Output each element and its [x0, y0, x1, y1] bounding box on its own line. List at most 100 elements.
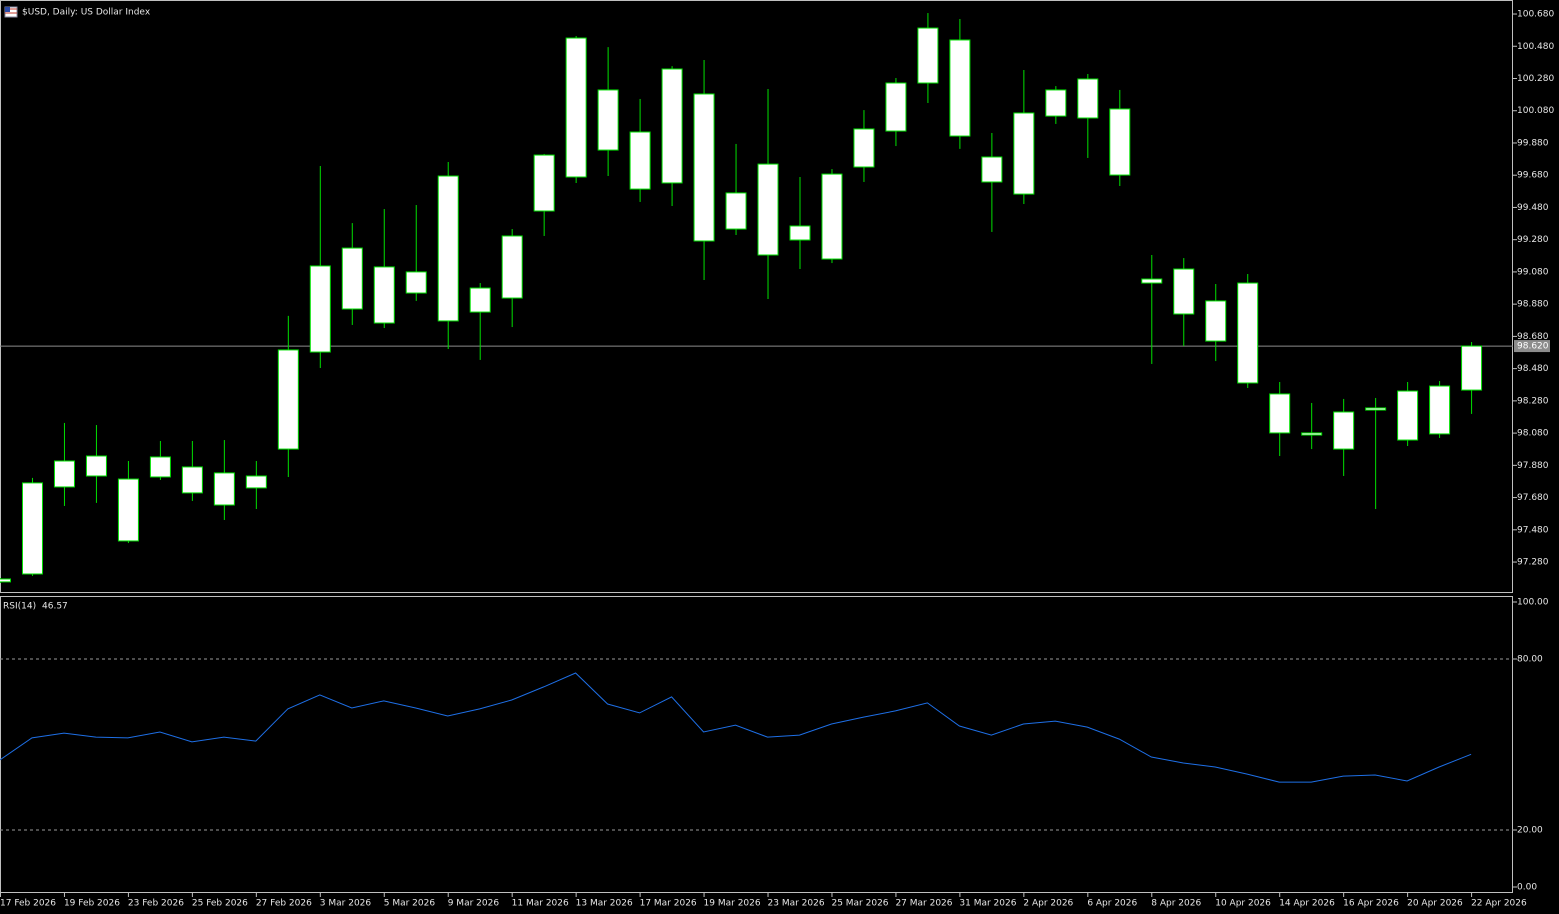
- y-tick-label: 99.680: [1517, 171, 1549, 181]
- candle-body: [1109, 108, 1131, 176]
- candle-body: [757, 163, 779, 256]
- candle-body: [597, 89, 619, 151]
- last-price-label: 98.620: [1517, 342, 1549, 352]
- candle-body: [277, 349, 299, 450]
- rsi-line: [0, 672, 1472, 783]
- x-tick-label: 23 Mar 2026: [768, 899, 825, 909]
- x-tick-label: 31 Mar 2026: [959, 899, 1016, 909]
- x-tick-label: 22 Apr 2026: [1471, 899, 1527, 909]
- price-panel-frame: [0, 0, 1513, 593]
- x-tick-label: 17 Mar 2026: [640, 899, 697, 909]
- candle-body: [1237, 282, 1259, 384]
- candle-body: [501, 235, 523, 299]
- candle-body: [53, 460, 75, 488]
- y-tick-label: 98.680: [1517, 332, 1549, 342]
- candle-body: [1461, 345, 1483, 391]
- y-tick-label: 0.00: [1517, 883, 1537, 893]
- y-tick-label: 97.680: [1517, 493, 1549, 503]
- candle-body: [1077, 78, 1099, 119]
- y-tick-label: 98.280: [1517, 396, 1549, 406]
- last-price-box: [1514, 340, 1550, 353]
- x-tick-label: 16 Apr 2026: [1343, 899, 1399, 909]
- y-tick-label: 99.080: [1517, 267, 1549, 277]
- y-tick-label: 100.480: [1517, 42, 1554, 52]
- candle-body: [373, 266, 395, 324]
- candle-body: [917, 27, 939, 84]
- candle-body: [885, 82, 907, 132]
- x-tick-label: 20 Apr 2026: [1407, 899, 1463, 909]
- candle-body: [533, 154, 555, 212]
- x-tick-label: 8 Apr 2026: [1151, 899, 1201, 909]
- candle-body: [1013, 112, 1035, 195]
- candle-body: [1429, 385, 1451, 435]
- candle-body: [0, 578, 11, 583]
- candle-body: [853, 128, 875, 168]
- y-tick-label: 98.880: [1517, 300, 1549, 310]
- symbol-flag: [4, 6, 18, 18]
- x-tick-label: 25 Mar 2026: [831, 899, 888, 909]
- chart-title: $USD, Daily: US Dollar Index: [22, 8, 151, 18]
- candle-body: [693, 93, 715, 242]
- candle-body: [213, 472, 235, 506]
- rsi-panel-frame: [0, 596, 1513, 893]
- candle-body: [1397, 390, 1419, 441]
- x-tick-label: 9 Mar 2026: [448, 899, 500, 909]
- x-tick-label: 27 Feb 2026: [256, 899, 312, 909]
- x-tick-label: 23 Feb 2026: [128, 899, 184, 909]
- y-tick-label: 98.080: [1517, 429, 1549, 439]
- candle-body: [725, 192, 747, 230]
- x-tick-label: 10 Apr 2026: [1215, 899, 1271, 909]
- y-tick-label: 100.080: [1517, 106, 1554, 116]
- candle-body: [1141, 278, 1163, 284]
- candle-body: [1205, 300, 1227, 342]
- y-tick-label: 97.280: [1517, 558, 1549, 568]
- candle-body: [1301, 432, 1323, 436]
- x-tick-label: 3 Mar 2026: [320, 899, 372, 909]
- rsi-current-value: 46.57: [42, 602, 68, 612]
- candle-body: [117, 478, 139, 542]
- x-tick-label: 19 Feb 2026: [64, 899, 120, 909]
- y-tick-label: 80.00: [1517, 655, 1543, 665]
- candle-body: [1045, 89, 1067, 117]
- y-tick-label: 97.480: [1517, 525, 1549, 535]
- y-tick-label: 98.480: [1517, 364, 1549, 374]
- candle-body: [821, 173, 843, 260]
- candle-body: [469, 287, 491, 313]
- candle-body: [949, 39, 971, 137]
- x-tick-label: 25 Feb 2026: [192, 899, 248, 909]
- x-tick-label: 11 Mar 2026: [512, 899, 569, 909]
- y-tick-label: 97.880: [1517, 461, 1549, 471]
- y-tick-label: 100.680: [1517, 10, 1554, 20]
- candle-body: [981, 156, 1003, 183]
- candle-body: [21, 482, 43, 575]
- y-tick-label: 99.480: [1517, 203, 1549, 213]
- candle-body: [1269, 393, 1291, 434]
- candle-body: [405, 271, 427, 294]
- candle-body: [1333, 411, 1355, 450]
- y-tick-label: 99.280: [1517, 235, 1549, 245]
- y-tick-label: 99.880: [1517, 138, 1549, 148]
- candle-body: [149, 456, 171, 478]
- candle-body: [1173, 268, 1195, 315]
- x-tick-label: 2 Apr 2026: [1023, 899, 1073, 909]
- x-tick-label: 27 Mar 2026: [895, 899, 952, 909]
- candle-body: [341, 247, 363, 310]
- rsi-title: RSI(14): [3, 602, 36, 612]
- x-tick-label: 14 Apr 2026: [1279, 899, 1335, 909]
- y-tick-label: 100.280: [1517, 74, 1554, 84]
- candle-body: [437, 175, 459, 322]
- y-tick-label: 20.00: [1517, 826, 1543, 836]
- candle-body: [1365, 407, 1387, 411]
- candle-body: [245, 475, 267, 489]
- x-tick-label: 6 Apr 2026: [1087, 899, 1137, 909]
- candle-body: [181, 466, 203, 494]
- x-tick-label: 5 Mar 2026: [384, 899, 436, 909]
- candle-body: [661, 68, 683, 184]
- candle-body: [789, 225, 811, 241]
- candle-body: [309, 265, 331, 353]
- y-tick-label: 100.00: [1517, 598, 1549, 608]
- x-tick-label: 13 Mar 2026: [576, 899, 633, 909]
- candle-body: [565, 37, 587, 178]
